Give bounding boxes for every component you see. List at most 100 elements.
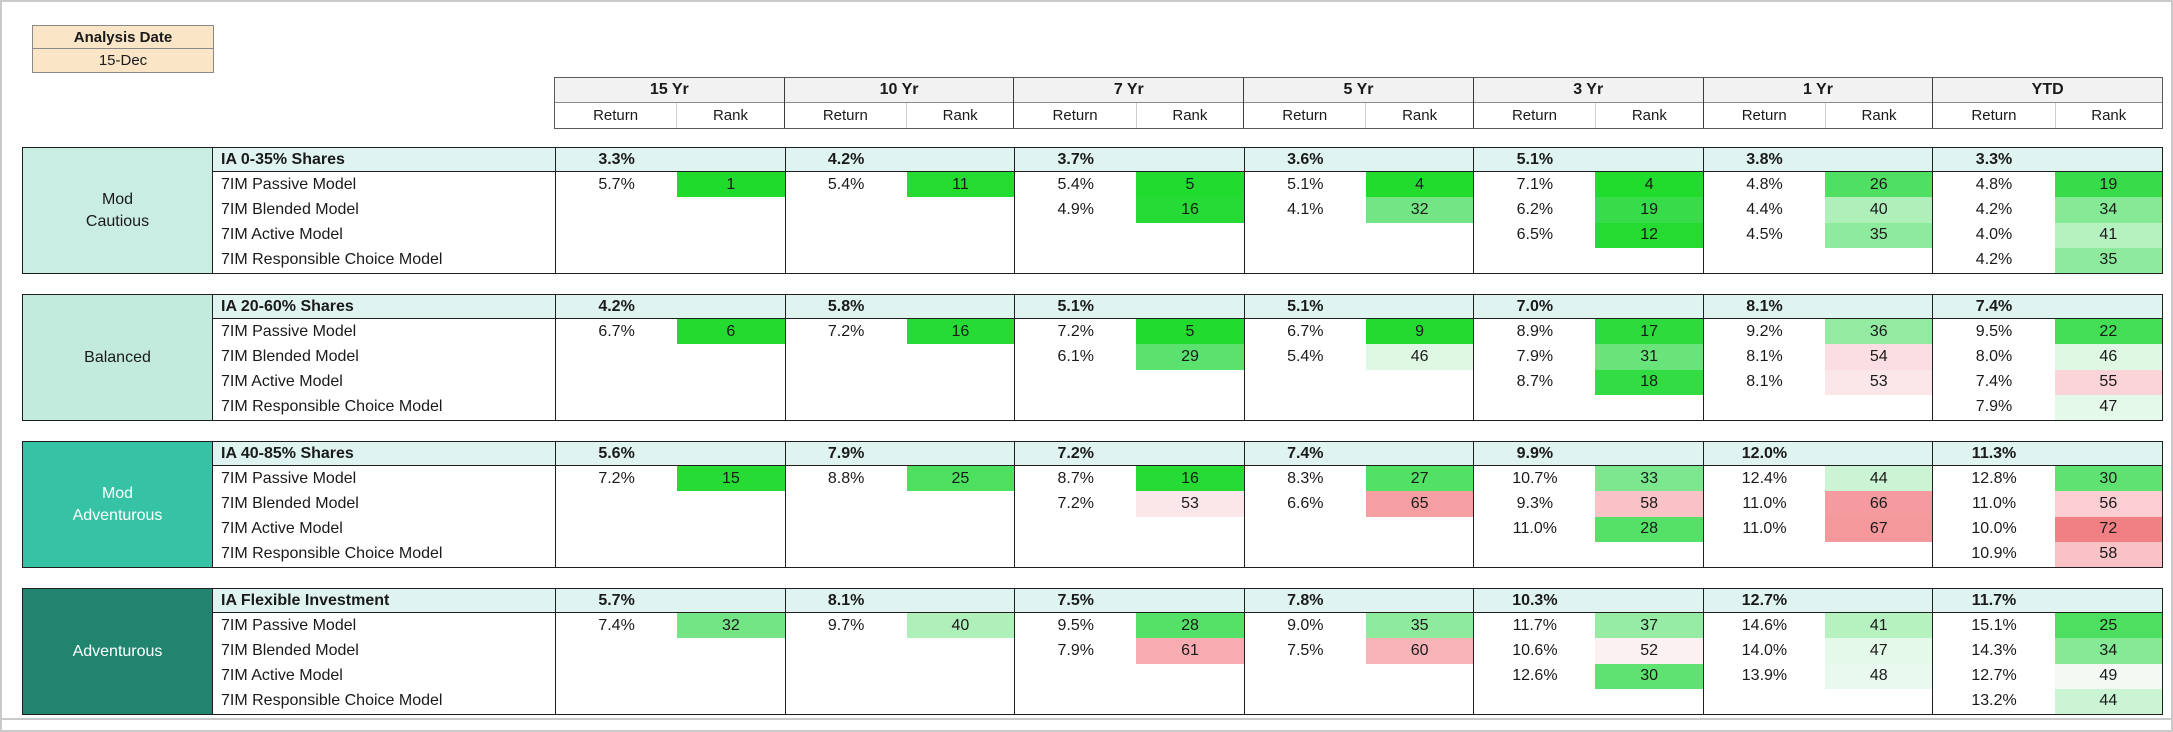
rank-cell: 34	[2054, 638, 2163, 664]
period-group-cell: 7.2% 53	[1014, 491, 1244, 517]
benchmark-return-cell: 5.1%	[1057, 297, 1094, 315]
model-row: 7IM Active Model 8.7% 18 8.1% 53 7.4% 55	[213, 369, 2163, 395]
period-group-cell	[1014, 541, 1244, 567]
return-cell: 10.0%	[1971, 520, 2017, 538]
rank-cell	[1366, 689, 1473, 714]
return-cell: 8.7%	[1057, 469, 1094, 487]
benchmark-return-cell: 3.3%	[598, 150, 635, 168]
period-group-cell	[1014, 369, 1244, 395]
period-group-cell: 5.4% 46	[1243, 344, 1474, 370]
benchmark-period-group: 5.6%	[555, 442, 785, 465]
rank-cell: 44	[2054, 688, 2163, 714]
period-group-cell: 6.7% 6	[555, 319, 785, 345]
period-group-cell	[555, 541, 785, 567]
period-group-5-yr: 5 Yr Return Rank	[1243, 78, 1473, 128]
return-cell	[1704, 689, 1825, 714]
rank-cell: 28	[1136, 613, 1244, 639]
rank-header: Rank	[1135, 103, 1243, 128]
return-cell: 7.9%	[1057, 641, 1094, 659]
benchmark-period-group: 7.4%	[1932, 295, 2162, 318]
rank-cell: 6	[677, 319, 785, 345]
period-group-cell	[1473, 688, 1703, 714]
rank-cell: 5	[1136, 319, 1244, 345]
benchmark-rank-cell	[1595, 589, 1702, 612]
return-cell: 4.8%	[1746, 175, 1783, 193]
period-group-cell: 6.6% 65	[1243, 491, 1474, 517]
period-label: 7 Yr	[1014, 78, 1244, 103]
return-cell: 7.9%	[1516, 347, 1554, 365]
benchmark-rank-cell	[2055, 148, 2162, 171]
return-cell: 4.0%	[1975, 226, 2013, 244]
period-group-cell: 4.9% 16	[1014, 197, 1244, 223]
period-subheader: Return Rank	[1014, 103, 1244, 128]
benchmark-period-group: 5.8%	[784, 295, 1015, 318]
rank-cell	[907, 542, 1014, 567]
benchmark-rank-cell	[677, 442, 784, 465]
return-cell: 7.4%	[598, 616, 635, 634]
model-name: 7IM Active Model	[221, 373, 343, 391]
return-cell: 9.7%	[827, 616, 865, 634]
period-label: 10 Yr	[784, 78, 1014, 103]
benchmark-rank-cell	[1136, 442, 1243, 465]
period-group-cell: 12.7% 49	[1932, 663, 2163, 689]
period-group-cell: 8.7% 18	[1473, 369, 1703, 395]
benchmark-period-group: 3.7%	[1014, 148, 1244, 171]
rank-cell: 54	[1825, 344, 1933, 370]
period-group-3-yr: 3 Yr Return Rank	[1472, 78, 1703, 128]
period-subheader: Return Rank	[1473, 103, 1703, 128]
return-cell	[1245, 223, 1366, 248]
rank-cell: 41	[2054, 222, 2163, 248]
period-group-cell	[1014, 222, 1244, 248]
benchmark-period-group: 3.3%	[555, 148, 785, 171]
benchmark-rank-cell	[907, 589, 1014, 612]
rank-cell: 19	[2054, 172, 2163, 198]
benchmark-period-group: 12.0%	[1702, 442, 1933, 465]
model-row: 7IM Responsible Choice Model 13.2% 44	[213, 688, 2163, 714]
return-cell	[556, 517, 677, 542]
rank-cell	[1136, 689, 1243, 714]
period-group-cell: 7.2% 5	[1014, 319, 1244, 345]
rank-cell: 49	[2054, 663, 2163, 689]
rank-cell	[677, 491, 784, 516]
benchmark-rank-cell	[1825, 589, 1932, 612]
benchmark-rank-cell	[2055, 442, 2162, 465]
model-row: 7IM Active Model 6.5% 12 4.5% 35 4.0% 41	[213, 222, 2163, 248]
section-body: IA 0-35% Shares 3.3% 4.2% 3.7% 3.6% 5.1% 3.8% 3…	[213, 148, 2163, 273]
benchmark-rank-cell	[677, 589, 784, 612]
period-group-cell: 5.4% 11	[784, 172, 1015, 198]
benchmark-return-cell: 3.6%	[1287, 150, 1324, 168]
rank-cell	[677, 542, 784, 567]
rank-cell	[677, 370, 784, 395]
period-group-cell: 11.7% 37	[1473, 613, 1703, 639]
period-subheader: Return Rank	[1244, 103, 1473, 128]
return-cell: 4.4%	[1746, 200, 1783, 218]
period-label: 5 Yr	[1244, 78, 1473, 103]
rank-cell: 34	[2054, 197, 2163, 223]
period-group-cell: 4.2% 34	[1932, 197, 2163, 223]
return-cell	[1704, 395, 1825, 420]
return-cell	[786, 491, 907, 516]
benchmark-return-cell: 5.1%	[1516, 150, 1554, 168]
benchmark-return-cell: 7.9%	[827, 444, 865, 462]
return-cell: 5.4%	[827, 175, 865, 193]
rank-cell: 67	[1825, 516, 1933, 542]
rank-cell: 16	[906, 319, 1015, 345]
model-name: 7IM Blended Model	[221, 347, 359, 365]
return-cell: 5.4%	[1287, 347, 1324, 365]
return-header: Return	[1971, 107, 2017, 124]
return-cell	[786, 517, 907, 542]
model-row: 7IM Responsible Choice Model 4.2% 35	[213, 247, 2163, 273]
rank-cell	[907, 491, 1014, 516]
return-cell	[786, 638, 907, 663]
benchmark-name: IA 0-35% Shares	[221, 150, 345, 168]
return-cell	[786, 223, 907, 248]
rank-cell: 29	[1136, 344, 1244, 370]
return-cell	[556, 689, 677, 714]
rank-cell: 26	[1825, 172, 1933, 198]
benchmark-return-cell: 7.4%	[1287, 444, 1324, 462]
risk-section: Mod Adventurous IA 40-85% Shares 5.6% 7.9% 7…	[22, 441, 2163, 568]
period-group-cell	[1243, 247, 1474, 273]
return-cell	[786, 664, 907, 689]
rank-cell: 32	[1365, 197, 1474, 223]
period-group-cell: 13.9% 48	[1702, 663, 1933, 689]
